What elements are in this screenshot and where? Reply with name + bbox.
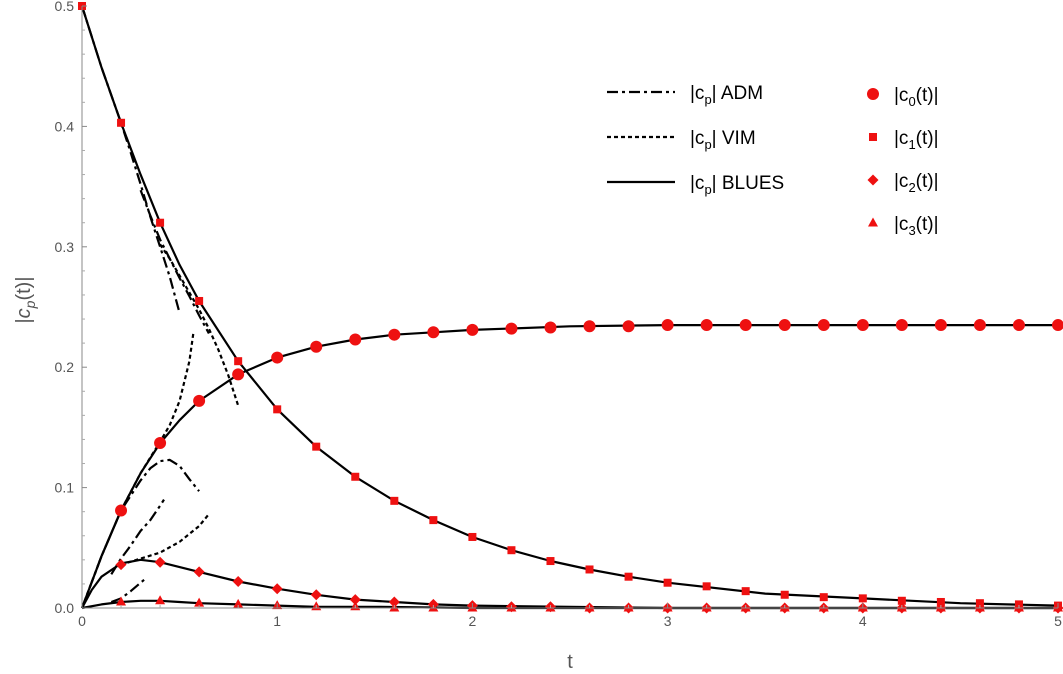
c1-point <box>741 587 750 596</box>
c1-point <box>273 405 282 414</box>
c2-point <box>271 583 283 595</box>
c1-point <box>702 582 711 591</box>
c1-point <box>780 590 789 599</box>
x-tick-label: 3 <box>664 613 672 629</box>
legend-marker-label: |c1(t)| <box>894 128 939 152</box>
c0-point <box>1012 319 1025 332</box>
legend-marker-swatch <box>867 174 879 186</box>
c0-point <box>1052 319 1063 332</box>
c2-point <box>427 598 439 610</box>
vim-curve-2 <box>120 513 210 566</box>
legend: |cp| ADM |cp| VIM |cp| BLUES |c0(t)| |c1(t)|… <box>607 83 939 238</box>
c0-point <box>856 319 869 332</box>
c1-point <box>390 496 399 505</box>
legend-marker-label: |c2(t)| <box>894 171 939 195</box>
c1-point <box>663 578 672 587</box>
ticks: 0 1 2 3 4 5 0.0 0.1 0.2 0.3 0.4 0.5 <box>55 0 1063 629</box>
c1-point <box>936 597 945 606</box>
c3-point <box>116 596 127 606</box>
c3-point <box>233 598 244 608</box>
c1-point <box>1014 600 1023 609</box>
c0-point <box>934 319 947 332</box>
legend-marker-label: |c3(t)| <box>894 214 939 238</box>
c0-point <box>427 326 440 339</box>
c0-point <box>115 504 128 517</box>
c2-point <box>154 556 166 568</box>
adm-curve-4 <box>110 577 148 604</box>
adm-curve-2 <box>80 458 200 609</box>
c1-point <box>858 594 867 603</box>
axes: 0 1 2 3 4 5 0.0 0.1 0.2 0.3 0.4 0.5 t |cp(t)| <box>13 0 1062 673</box>
c1-point <box>546 557 555 566</box>
c1-point <box>156 218 165 227</box>
c1-point <box>117 118 126 127</box>
y-tick-label: 0.3 <box>55 239 75 255</box>
adm-curve-1 <box>139 189 210 335</box>
c1-point <box>195 296 204 305</box>
c3-point <box>155 595 166 605</box>
c3-point <box>194 597 205 607</box>
legend-marker-swatch <box>867 88 879 100</box>
legend-line-label: |cp| ADM <box>690 83 763 107</box>
y-tick-label: 0.0 <box>55 600 75 616</box>
legend-marker-swatch <box>869 133 877 141</box>
c1-point <box>351 472 360 481</box>
c1-point <box>819 593 828 602</box>
c0-point <box>154 437 167 450</box>
y-axis-title: |cp(t)| <box>13 276 38 323</box>
c0-point <box>661 319 674 332</box>
y-tick-label: 0.4 <box>55 118 75 134</box>
c1-point <box>897 596 906 605</box>
c0-point <box>505 322 518 335</box>
c0-point <box>778 319 791 332</box>
c2-point <box>115 559 127 571</box>
c1-point <box>429 516 438 525</box>
c1-point <box>234 357 243 366</box>
c0-point <box>895 319 908 332</box>
legend-line-label: |cp| BLUES <box>690 173 784 197</box>
legend-marker-swatch <box>868 217 878 227</box>
c2-point <box>388 596 400 608</box>
x-axis-title: t <box>567 651 573 673</box>
c0-point <box>466 323 479 336</box>
c0-point <box>193 394 206 407</box>
x-tick-label: 0 <box>78 613 86 629</box>
c2-point <box>310 589 322 601</box>
c0-point <box>544 321 557 334</box>
legend-line-label: |cp| VIM <box>690 128 756 152</box>
c1-point <box>624 572 633 581</box>
c2-point <box>232 576 244 588</box>
c2-point <box>193 566 205 578</box>
c0-point <box>700 319 713 332</box>
x-tick-label: 4 <box>859 613 867 629</box>
c1-point <box>312 442 321 451</box>
c0-point <box>271 351 284 364</box>
c0-point <box>817 319 830 332</box>
x-tick-label: 1 <box>273 613 281 629</box>
c1-point <box>585 565 594 574</box>
c1-point <box>468 532 477 541</box>
y-tick-label: 0.2 <box>55 359 75 375</box>
legend-marker-label: |c0(t)| <box>894 85 939 109</box>
x-tick-label: 5 <box>1054 613 1062 629</box>
c0-point <box>232 368 245 381</box>
adm-curve-3 <box>110 499 165 575</box>
c1-point <box>975 599 984 608</box>
c0-point <box>310 340 323 353</box>
c0-point <box>349 333 362 346</box>
c2-point <box>349 594 361 606</box>
c0-point <box>739 319 752 332</box>
c0-point <box>388 328 401 341</box>
y-tick-label: 0.5 <box>55 0 75 14</box>
c0-point <box>622 320 635 333</box>
c1-point <box>507 546 516 555</box>
y-tick-label: 0.1 <box>55 480 75 496</box>
c0-point <box>583 320 596 333</box>
x-tick-label: 2 <box>469 613 477 629</box>
c0-point <box>973 319 986 332</box>
